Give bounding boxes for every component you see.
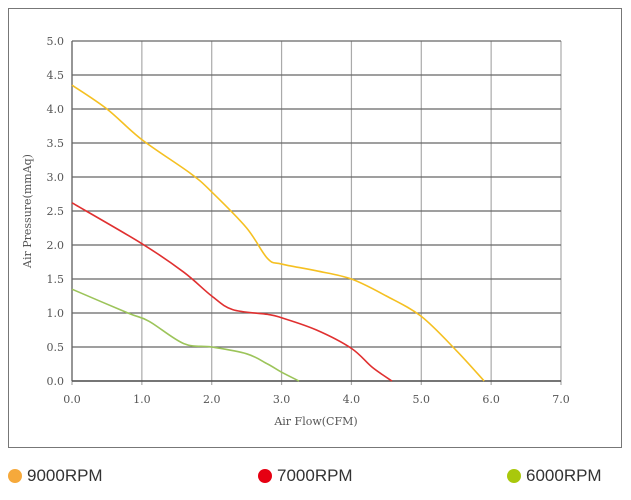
y-tick-label: 4.5 [47,69,65,82]
chart-frame [8,8,622,448]
y-tick-label: 3.0 [47,171,65,184]
legend-item-7000: 7000RPM [258,466,353,486]
x-axis-label: Air Flow(CFM) [273,415,357,428]
y-tick-label: 0.5 [47,341,65,354]
x-tick-label: 6.0 [482,393,500,406]
legend-item-6000: 6000RPM [507,466,602,486]
y-tick-label: 5.0 [47,35,65,48]
y-axis-label: Air Pressure(mmAq) [21,154,34,269]
y-tick-label: 2.0 [47,239,65,252]
series-line-9000RPM [71,84,485,382]
legend-dot-7000 [258,469,272,483]
y-tick-label: 3.5 [47,137,65,150]
y-tick-label: 2.5 [47,205,65,218]
series-line-7000RPM [71,202,393,382]
series-line-6000RPM [71,288,300,382]
y-tick-label: 1.0 [47,307,65,320]
legend-label-7000: 7000RPM [277,466,353,485]
chart-svg: 0.0 1.0 2.0 3.0 4.0 5.0 6.0 7.0 0.0 0.5 1.0 1.5 2.0 2… [21,35,570,428]
y-tick-label: 0.0 [47,375,65,388]
x-tick-label: 3.0 [273,393,291,406]
x-tick-label: 1.0 [133,393,151,406]
legend-dot-6000 [507,469,521,483]
x-tick-label: 4.0 [343,393,361,406]
legend-label-9000: 9000RPM [27,466,103,485]
legend-item-9000: 9000RPM [8,466,103,486]
y-tick-label: 4.0 [47,103,65,116]
x-tick-label: 0.0 [63,393,81,406]
legend-label-6000: 6000RPM [526,466,602,485]
legend-dot-9000 [8,469,22,483]
x-tick-label: 7.0 [552,393,570,406]
x-tick-label: 5.0 [413,393,431,406]
x-tick-label: 2.0 [203,393,221,406]
y-tick-label: 1.5 [47,273,65,286]
